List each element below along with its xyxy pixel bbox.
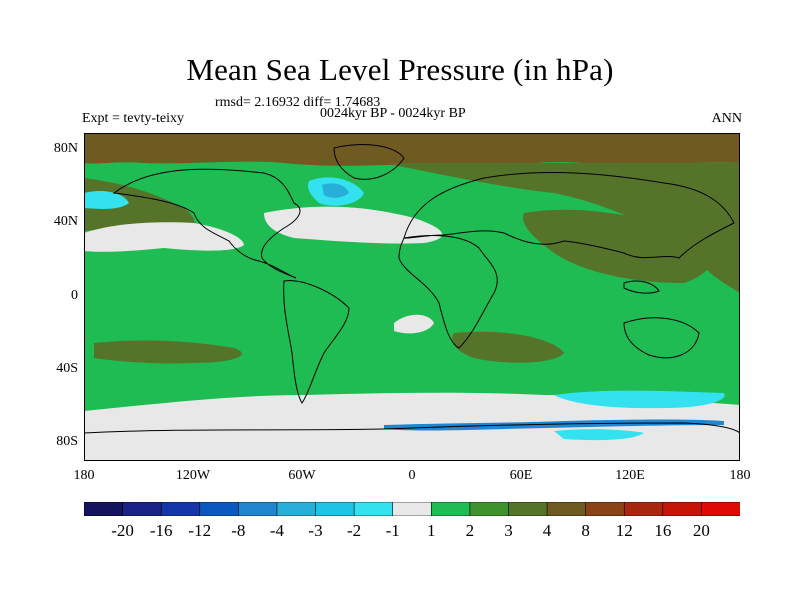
field-eurasia-3 [384,163,740,293]
field-arctic-high [84,133,740,167]
colorbar [84,502,740,516]
colorbar-swatch [122,502,162,516]
colorbar-label: 3 [504,521,513,540]
field-pacific-3 [84,178,195,233]
stats-text: rmsd= 2.16932 diff= 1.74683 [215,95,381,110]
colorbar-label: 8 [581,521,590,540]
colorbar-label: 16 [654,521,672,540]
colorbar-swatch [353,502,394,516]
colorbar-swatch [546,502,587,516]
colorbar-label: -4 [269,521,285,540]
map-plot [84,133,740,461]
colorbar-label: -3 [308,521,323,540]
lon-label-180w: 180 [73,468,95,483]
field-labrador-neg2 [322,183,349,198]
colorbar-label: -12 [188,521,212,540]
field-indonesia-3 [523,209,715,283]
colorbar-label: -2 [347,521,362,540]
field-antarctic-neg2 [384,419,724,431]
field-npac-neg [84,191,129,209]
field-npac-white [84,222,244,252]
colorbar-swatch [430,502,471,516]
colorbar-swatch [392,502,433,516]
colorbar-swatch [469,502,510,516]
colorbar-swatch [662,502,703,516]
lon-label-0: 0 [408,468,416,483]
lat-label-0: 0 [71,288,78,303]
field-sind-3 [452,331,564,363]
colorbar-label: 2 [465,521,475,540]
lon-label-120e: 120E [615,468,645,483]
colorbar-label: 4 [542,521,552,540]
lat-label-80s: 80S [56,434,78,449]
colorbar-swatch [84,502,124,516]
lon-label-180e: 180 [729,468,751,483]
colorbar-swatch [199,502,240,516]
coastlines [84,144,740,434]
colorbar-swatch [623,502,664,516]
colorbar-label: 1 [427,521,436,540]
lon-label-120w: 120W [175,468,211,483]
colorbar-swatch [160,502,201,516]
map-title: Mean Sea Level Pressure (in hPa) [186,52,614,87]
colorbar-swatch [701,502,740,516]
colorbar-swatch [238,502,278,516]
colorbar-label: -1 [385,521,400,540]
colorbar-label: -20 [111,521,134,540]
map-subtitle: 0024kyr BP - 0024kyr BP [320,106,466,121]
lon-label-60e: 60E [509,468,533,483]
colorbar-swatch [508,502,548,516]
lat-label-40s: 40S [56,361,78,376]
colorbar-swatch [585,502,626,516]
lat-label-80n: 80N [53,141,78,156]
field-antarctic-neg [554,390,725,409]
field-satl-white [394,314,434,334]
colorbar-label: -16 [149,521,173,540]
colorbar-label: 12 [615,521,633,540]
colorbar-label: -8 [231,521,246,540]
season-label: ANN [711,111,742,126]
field-natl-white [264,206,443,244]
plot-frame [84,133,740,461]
colorbar-label: 20 [692,521,710,540]
experiment-label: Expt = tevty-teixy [82,111,184,126]
field-spac-3 [94,340,242,364]
colorbar-swatch [276,502,317,516]
lon-label-60w: 60W [288,468,316,483]
lat-label-40n: 40N [53,214,78,229]
field-ross-neg [554,429,644,441]
colorbar-swatch [315,502,355,516]
